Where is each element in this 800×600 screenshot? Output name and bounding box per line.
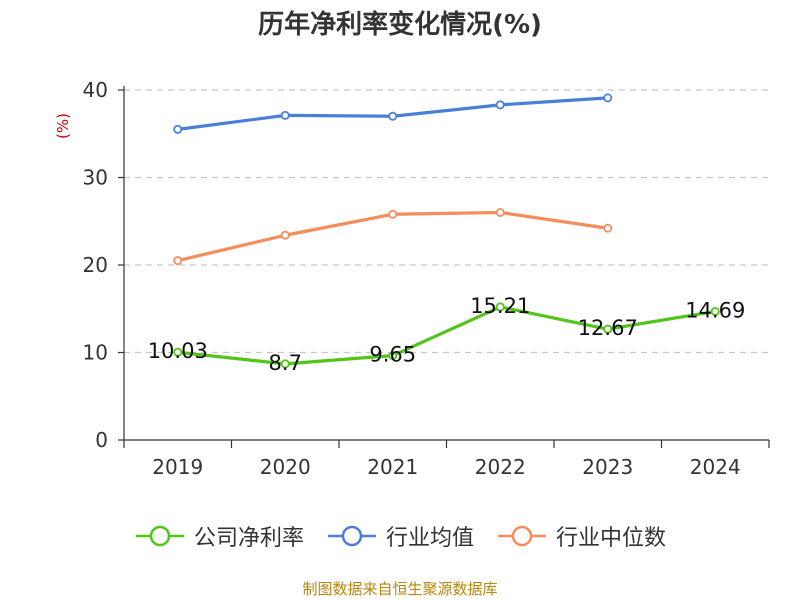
x-tick-label: 2020: [260, 455, 311, 479]
legend-label: 行业中位数: [556, 526, 667, 551]
data-point: [280, 359, 290, 369]
data-label: 10.03: [148, 339, 208, 363]
legend-label: 行业均值: [385, 526, 474, 551]
data-label: 15.21: [470, 294, 530, 318]
chart-title: 历年净利率变化情况(%): [258, 10, 542, 40]
series-line-0: [177, 305, 716, 366]
data-point: [495, 302, 505, 312]
data-point: [280, 110, 290, 120]
data-point: [495, 100, 505, 110]
data-label: 12.67: [578, 316, 638, 340]
y-tick-label: 10: [83, 341, 108, 365]
data-point: [280, 230, 290, 240]
data-label: 14.69: [685, 298, 745, 322]
x-tick-label: 2023: [582, 455, 633, 479]
y-tick-label: 40: [83, 78, 108, 102]
data-point: [388, 111, 398, 121]
data-label: 8.7: [269, 351, 302, 375]
data-point: [603, 223, 613, 233]
legend-item[interactable]: 行业中位数: [496, 520, 666, 552]
x-tick-label: 2019: [152, 455, 203, 479]
data-point: [603, 324, 613, 334]
data-point: [173, 256, 183, 266]
x-tick-label: 2021: [367, 455, 418, 479]
data-point: [495, 207, 505, 217]
x-tick-label: 2024: [690, 455, 741, 479]
legend-item[interactable]: 公司净利率: [134, 520, 304, 552]
legend-marker-icon: [327, 525, 376, 547]
data-point: [710, 306, 720, 316]
data-point: [388, 209, 398, 219]
source-note: 制图数据来自恒生聚源数据库: [302, 580, 498, 598]
legend-marker-icon: [135, 525, 184, 547]
y-tick-label: 20: [83, 253, 108, 277]
y-tick-label: 0: [95, 428, 108, 452]
chart-legend: 公司净利率 行业均值 行业中位数: [0, 518, 800, 554]
data-point: [603, 93, 613, 103]
legend-item[interactable]: 行业均值: [326, 520, 474, 552]
data-label: 9.65: [369, 343, 416, 367]
y-axis-label: (%): [54, 113, 72, 139]
data-point: [173, 124, 183, 134]
data-point: [388, 351, 398, 361]
legend-label: 公司净利率: [193, 526, 304, 551]
series-line-2: [177, 210, 608, 263]
data-point: [173, 347, 183, 357]
x-tick-label: 2022: [475, 455, 526, 479]
y-tick-label: 30: [83, 166, 108, 190]
legend-marker-icon: [498, 525, 546, 547]
